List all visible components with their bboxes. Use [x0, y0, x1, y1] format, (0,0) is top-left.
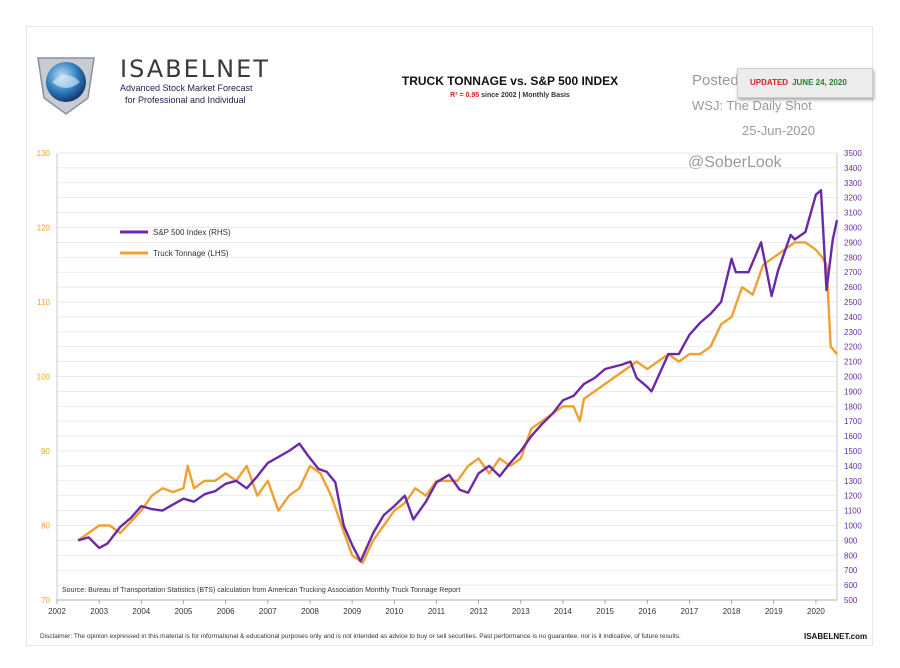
right-tick-label: 1100: [844, 507, 862, 516]
subtitle-rest: since 2002 | Monthly Basis: [481, 92, 570, 99]
x-tick-label: 2005: [175, 607, 193, 616]
brand-tagline-1: Advanced Stock Market Forecast: [120, 83, 253, 93]
x-tick-label: 2016: [638, 607, 656, 616]
source-note: Source: Bureau of Transportation Statist…: [62, 587, 461, 594]
x-tick-label: 2008: [301, 607, 319, 616]
right-tick-label: 2000: [844, 373, 862, 382]
left-tick-label: 120: [37, 224, 51, 233]
legend-label-sp500: S&P 500 Index (RHS): [153, 228, 231, 237]
chart-title: TRUCK TONNAGE vs. S&P 500 INDEX: [401, 74, 619, 88]
x-tick-label: 2002: [48, 607, 66, 616]
right-tick-label: 2400: [844, 313, 862, 322]
left-tick-label: 80: [41, 522, 50, 531]
right-tick-label: 800: [844, 551, 858, 560]
right-tick-label: 700: [844, 566, 858, 575]
right-tick-label: 3500: [844, 149, 862, 158]
x-tick-label: 2006: [217, 607, 235, 616]
x-tick-label: 2020: [807, 607, 825, 616]
left-tick-label: 90: [41, 447, 50, 456]
right-tick-label: 1900: [844, 387, 862, 396]
right-tick-label: 2700: [844, 268, 862, 277]
right-tick-label: 2100: [844, 358, 862, 367]
brand-tagline-2: for Professional and Individual: [125, 95, 246, 105]
x-tick-label: 2004: [132, 607, 150, 616]
axes: 500 600 700 800 900 1000 1100 1200 1300 1400 1500 1…: [37, 149, 863, 616]
r-squared: R² = 0.95: [450, 92, 480, 99]
x-tick-label: 2003: [90, 607, 108, 616]
right-tick-label: 2800: [844, 253, 862, 262]
x-tick-label: 2007: [259, 607, 277, 616]
right-tick-label: 3400: [844, 164, 862, 173]
disclaimer: Disclaimer: The opinion expressed in thi…: [40, 633, 681, 640]
right-tick-label: 2500: [844, 298, 862, 307]
left-tick-label: 130: [37, 149, 51, 158]
x-tick-label: 2015: [596, 607, 614, 616]
chart-subtitle: R² = 0.95 since 2002 | Monthly Basis: [330, 92, 690, 99]
wsj-date: 25-Jun-2020: [742, 123, 815, 138]
right-tick-label: 1800: [844, 402, 862, 411]
x-tick-label: 2012: [470, 607, 488, 616]
x-tick-label: 2014: [554, 607, 572, 616]
right-tick-label: 2200: [844, 343, 862, 352]
right-tick-label: 3100: [844, 209, 862, 218]
series-sp500-line: [77, 189, 839, 563]
wsj-source-label: WSJ: The Daily Shot: [692, 98, 812, 113]
right-tick-label: 1200: [844, 492, 862, 501]
twitter-handle: @SoberLook: [688, 154, 782, 171]
x-tick-label: 2011: [428, 607, 446, 616]
legend: S&P 500 Index (RHS) Truck Tonnage (LHS): [120, 228, 231, 258]
right-tick-label: 1700: [844, 417, 862, 426]
right-tick-label: 2300: [844, 328, 862, 337]
updated-prefix: UPDATED: [750, 78, 789, 87]
right-tick-label: 900: [844, 536, 858, 545]
isabelnet-globe-logo: [37, 57, 95, 115]
x-tick-label: 2019: [765, 607, 783, 616]
right-tick-label: 2900: [844, 238, 862, 247]
x-tick-label: 2013: [512, 607, 530, 616]
updated-date: JUNE 24, 2020: [792, 78, 847, 87]
x-tick-label: 2018: [723, 607, 741, 616]
x-tick-label: 2009: [343, 607, 361, 616]
left-tick-label: 100: [37, 373, 51, 382]
right-tick-label: 3200: [844, 194, 862, 203]
right-tick-label: 1600: [844, 432, 862, 441]
right-tick-label: 1400: [844, 462, 862, 471]
left-tick-label: 110: [37, 298, 50, 307]
right-tick-label: 3300: [844, 179, 862, 188]
right-tick-label: 3000: [844, 224, 862, 233]
series-truck-line: [77, 241, 838, 564]
x-tick-label: 2010: [385, 607, 403, 616]
right-tick-label: 600: [844, 581, 858, 590]
legend-label-truck: Truck Tonnage (LHS): [153, 249, 229, 258]
right-tick-label: 2600: [844, 283, 862, 292]
updated-badge: UPDATED JUNE 24, 2020: [737, 68, 873, 98]
right-tick-label: 500: [844, 596, 858, 605]
series-lines: [77, 189, 839, 564]
right-tick-label: 1000: [844, 522, 862, 531]
brand-name: ISABELNET: [120, 55, 270, 83]
chart-frame: [27, 27, 872, 645]
gridlines: [57, 152, 837, 601]
right-tick-label: 1300: [844, 477, 862, 486]
left-tick-label: 70: [41, 596, 50, 605]
website-link[interactable]: ISABELNET.com: [804, 632, 868, 641]
right-tick-label: 1500: [844, 447, 862, 456]
x-tick-label: 2017: [681, 607, 699, 616]
